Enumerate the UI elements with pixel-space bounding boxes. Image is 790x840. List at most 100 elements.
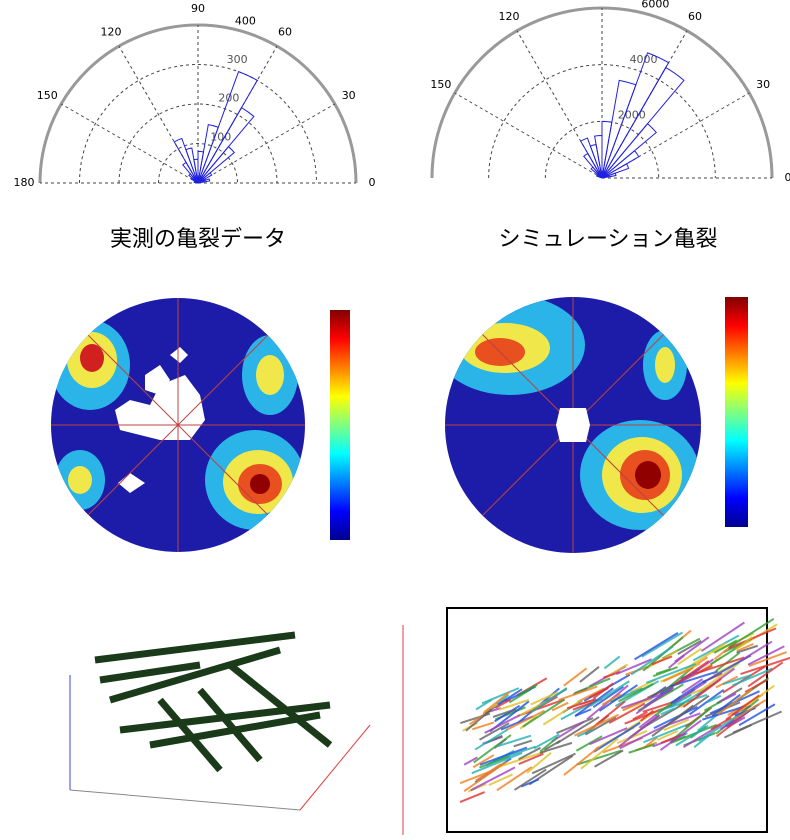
fracture — [590, 680, 630, 707]
caption: シミュレーション亀裂 — [498, 227, 717, 252]
angle-label: 120 — [499, 10, 520, 23]
fracture — [681, 678, 704, 694]
fracture — [463, 756, 478, 766]
fracture — [679, 658, 714, 683]
fracture — [592, 685, 625, 709]
fracture — [643, 722, 692, 744]
ring — [79, 64, 317, 184]
petal — [197, 71, 258, 184]
fracture — [722, 674, 752, 686]
colorbar — [725, 297, 748, 527]
trace — [109, 646, 281, 704]
fracture — [669, 694, 692, 708]
fracture — [674, 636, 710, 663]
radius-label: 400 — [235, 14, 256, 27]
fracture — [526, 751, 552, 774]
fracture — [589, 687, 609, 699]
petal — [182, 161, 199, 184]
fracture — [601, 693, 622, 706]
fracture — [670, 679, 706, 704]
fracture — [651, 704, 694, 737]
radius-label: 2000 — [618, 109, 646, 122]
fracture — [475, 698, 493, 711]
fracture — [492, 708, 517, 718]
angle-label: 180 — [14, 176, 35, 189]
fracture — [646, 663, 697, 684]
fracture — [563, 667, 588, 687]
angle-label: 150 — [37, 89, 58, 102]
fracture — [505, 709, 545, 731]
fracture — [706, 694, 722, 704]
fracture — [494, 698, 512, 709]
trace — [227, 662, 333, 748]
fracture — [640, 709, 654, 722]
fracture-traces — [94, 631, 333, 773]
fracture — [698, 712, 743, 742]
fracture — [496, 766, 533, 792]
fracture — [494, 704, 521, 723]
fracture — [628, 743, 655, 754]
fracture — [589, 727, 628, 746]
spoke — [60, 103, 199, 184]
fracture — [695, 656, 745, 675]
colorbar — [330, 310, 350, 540]
fracture — [682, 677, 722, 708]
fracture — [641, 631, 684, 658]
fracture — [575, 735, 603, 752]
fracture — [677, 647, 702, 666]
fracture — [738, 703, 776, 727]
angle-label: 150 — [430, 78, 451, 91]
fracture — [619, 725, 665, 750]
petal — [590, 166, 603, 179]
angle-label: 30 — [342, 89, 356, 102]
fracture — [531, 752, 576, 775]
3d-plot — [69, 625, 404, 835]
angle-label: 90 — [191, 2, 205, 15]
fracture — [670, 670, 718, 688]
ring — [544, 120, 660, 179]
spoke — [454, 92, 603, 179]
fracture — [518, 683, 538, 696]
stereonet — [445, 297, 701, 553]
fracture — [472, 754, 495, 769]
trace — [157, 697, 223, 773]
fracture — [693, 733, 712, 748]
fracture — [737, 684, 775, 713]
fracture — [748, 651, 787, 668]
fracture — [577, 687, 605, 703]
fracture — [563, 746, 600, 776]
fracture — [542, 699, 583, 726]
fracture — [615, 658, 652, 676]
fracture — [473, 734, 512, 764]
fracture — [495, 694, 510, 705]
fracture — [539, 736, 559, 753]
fracture — [703, 700, 723, 712]
angle-label: 120 — [101, 25, 122, 38]
fracture — [463, 761, 507, 793]
fracture — [663, 718, 690, 731]
fracture — [728, 617, 775, 649]
fracture — [594, 749, 624, 768]
fracture — [519, 698, 565, 717]
petal — [197, 124, 219, 184]
fracture — [651, 655, 673, 666]
spoke — [601, 92, 750, 179]
fracture — [732, 667, 773, 687]
fracture — [642, 700, 675, 713]
fracture — [539, 741, 573, 754]
fracture — [574, 687, 614, 717]
petal — [193, 181, 199, 184]
petal — [601, 66, 685, 179]
fracture — [675, 724, 709, 747]
fracture — [710, 716, 732, 731]
fracture — [704, 701, 741, 718]
fracture — [608, 702, 646, 724]
fracture — [514, 768, 547, 791]
fracture — [741, 640, 773, 662]
petal — [580, 137, 603, 179]
fracture — [556, 716, 600, 745]
fracture — [692, 634, 740, 662]
trace — [99, 661, 201, 684]
fracture — [618, 714, 661, 748]
